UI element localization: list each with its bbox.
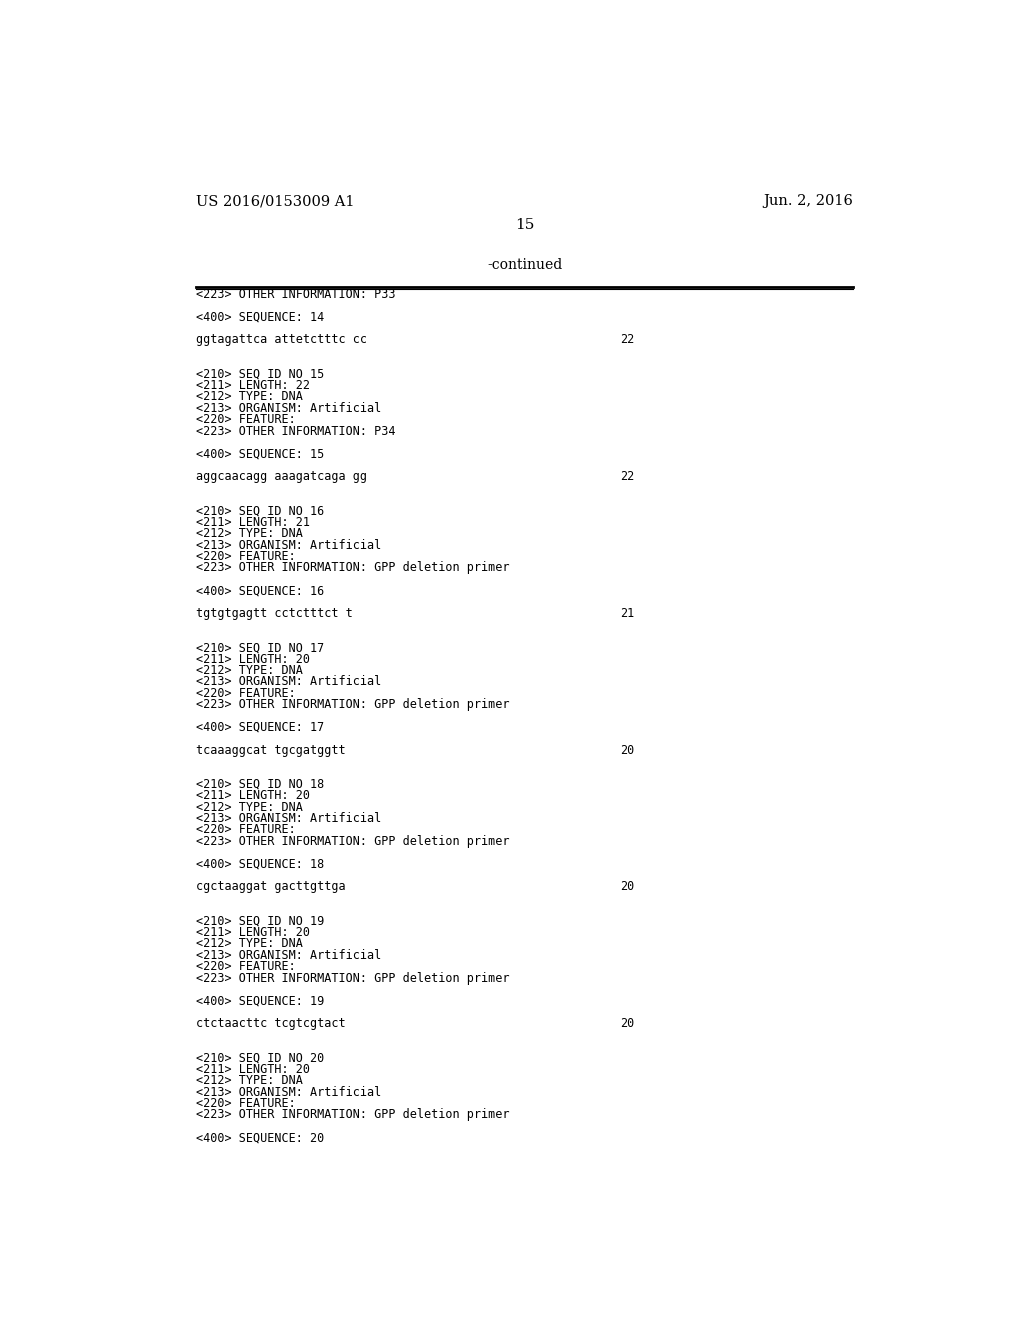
Text: <210> SEQ ID NO 16: <210> SEQ ID NO 16 (197, 504, 325, 517)
Text: <400> SEQUENCE: 19: <400> SEQUENCE: 19 (197, 994, 325, 1007)
Text: <213> ORGANISM: Artificial: <213> ORGANISM: Artificial (197, 1085, 382, 1098)
Text: <223> OTHER INFORMATION: GPP deletion primer: <223> OTHER INFORMATION: GPP deletion pr… (197, 972, 510, 985)
Text: 22: 22 (621, 470, 635, 483)
Text: <220> FEATURE:: <220> FEATURE: (197, 1097, 296, 1110)
Text: tgtgtgagtt cctctttct t: tgtgtgagtt cctctttct t (197, 607, 353, 620)
Text: aggcaacagg aaagatcaga gg: aggcaacagg aaagatcaga gg (197, 470, 368, 483)
Text: <213> ORGANISM: Artificial: <213> ORGANISM: Artificial (197, 401, 382, 414)
Text: <212> TYPE: DNA: <212> TYPE: DNA (197, 664, 303, 677)
Text: <213> ORGANISM: Artificial: <213> ORGANISM: Artificial (197, 676, 382, 688)
Text: ggtagattca attetctttc cc: ggtagattca attetctttc cc (197, 334, 368, 346)
Text: <210> SEQ ID NO 18: <210> SEQ ID NO 18 (197, 777, 325, 791)
Text: <212> TYPE: DNA: <212> TYPE: DNA (197, 1074, 303, 1088)
Text: <213> ORGANISM: Artificial: <213> ORGANISM: Artificial (197, 812, 382, 825)
Text: ctctaacttc tcgtcgtact: ctctaacttc tcgtcgtact (197, 1018, 346, 1030)
Text: <212> TYPE: DNA: <212> TYPE: DNA (197, 801, 303, 813)
Text: <211> LENGTH: 20: <211> LENGTH: 20 (197, 789, 310, 803)
Text: <400> SEQUENCE: 14: <400> SEQUENCE: 14 (197, 310, 325, 323)
Text: <223> OTHER INFORMATION: GPP deletion primer: <223> OTHER INFORMATION: GPP deletion pr… (197, 698, 510, 711)
Text: 20: 20 (621, 880, 635, 894)
Text: <212> TYPE: DNA: <212> TYPE: DNA (197, 391, 303, 404)
Text: <223> OTHER INFORMATION: GPP deletion primer: <223> OTHER INFORMATION: GPP deletion pr… (197, 561, 510, 574)
Text: <211> LENGTH: 20: <211> LENGTH: 20 (197, 1063, 310, 1076)
Text: Jun. 2, 2016: Jun. 2, 2016 (764, 194, 853, 209)
Text: <223> OTHER INFORMATION: P34: <223> OTHER INFORMATION: P34 (197, 425, 395, 438)
Text: <210> SEQ ID NO 15: <210> SEQ ID NO 15 (197, 368, 325, 380)
Text: <212> TYPE: DNA: <212> TYPE: DNA (197, 937, 303, 950)
Text: <220> FEATURE:: <220> FEATURE: (197, 686, 296, 700)
Text: <211> LENGTH: 22: <211> LENGTH: 22 (197, 379, 310, 392)
Text: <210> SEQ ID NO 19: <210> SEQ ID NO 19 (197, 915, 325, 928)
Text: <220> FEATURE:: <220> FEATURE: (197, 960, 296, 973)
Text: <220> FEATURE:: <220> FEATURE: (197, 550, 296, 562)
Text: tcaaaggcat tgcgatggtt: tcaaaggcat tgcgatggtt (197, 743, 346, 756)
Text: <213> ORGANISM: Artificial: <213> ORGANISM: Artificial (197, 949, 382, 962)
Text: <212> TYPE: DNA: <212> TYPE: DNA (197, 527, 303, 540)
Text: <400> SEQUENCE: 18: <400> SEQUENCE: 18 (197, 858, 325, 871)
Text: <211> LENGTH: 20: <211> LENGTH: 20 (197, 652, 310, 665)
Text: <211> LENGTH: 21: <211> LENGTH: 21 (197, 516, 310, 529)
Text: 20: 20 (621, 1018, 635, 1030)
Text: <220> FEATURE:: <220> FEATURE: (197, 824, 296, 837)
Text: <400> SEQUENCE: 20: <400> SEQUENCE: 20 (197, 1131, 325, 1144)
Text: 21: 21 (621, 607, 635, 620)
Text: <400> SEQUENCE: 16: <400> SEQUENCE: 16 (197, 585, 325, 597)
Text: 20: 20 (621, 743, 635, 756)
Text: cgctaaggat gacttgttga: cgctaaggat gacttgttga (197, 880, 346, 894)
Text: <211> LENGTH: 20: <211> LENGTH: 20 (197, 927, 310, 939)
Text: 22: 22 (621, 334, 635, 346)
Text: -continued: -continued (487, 259, 562, 272)
Text: <400> SEQUENCE: 17: <400> SEQUENCE: 17 (197, 721, 325, 734)
Text: <223> OTHER INFORMATION: GPP deletion primer: <223> OTHER INFORMATION: GPP deletion pr… (197, 1109, 510, 1122)
Text: 15: 15 (515, 218, 535, 231)
Text: <210> SEQ ID NO 17: <210> SEQ ID NO 17 (197, 642, 325, 655)
Text: <210> SEQ ID NO 20: <210> SEQ ID NO 20 (197, 1052, 325, 1064)
Text: <213> ORGANISM: Artificial: <213> ORGANISM: Artificial (197, 539, 382, 552)
Text: US 2016/0153009 A1: US 2016/0153009 A1 (197, 194, 354, 209)
Text: <220> FEATURE:: <220> FEATURE: (197, 413, 296, 426)
Text: <223> OTHER INFORMATION: GPP deletion primer: <223> OTHER INFORMATION: GPP deletion pr… (197, 834, 510, 847)
Text: <400> SEQUENCE: 15: <400> SEQUENCE: 15 (197, 447, 325, 461)
Text: <223> OTHER INFORMATION: P33: <223> OTHER INFORMATION: P33 (197, 288, 395, 301)
